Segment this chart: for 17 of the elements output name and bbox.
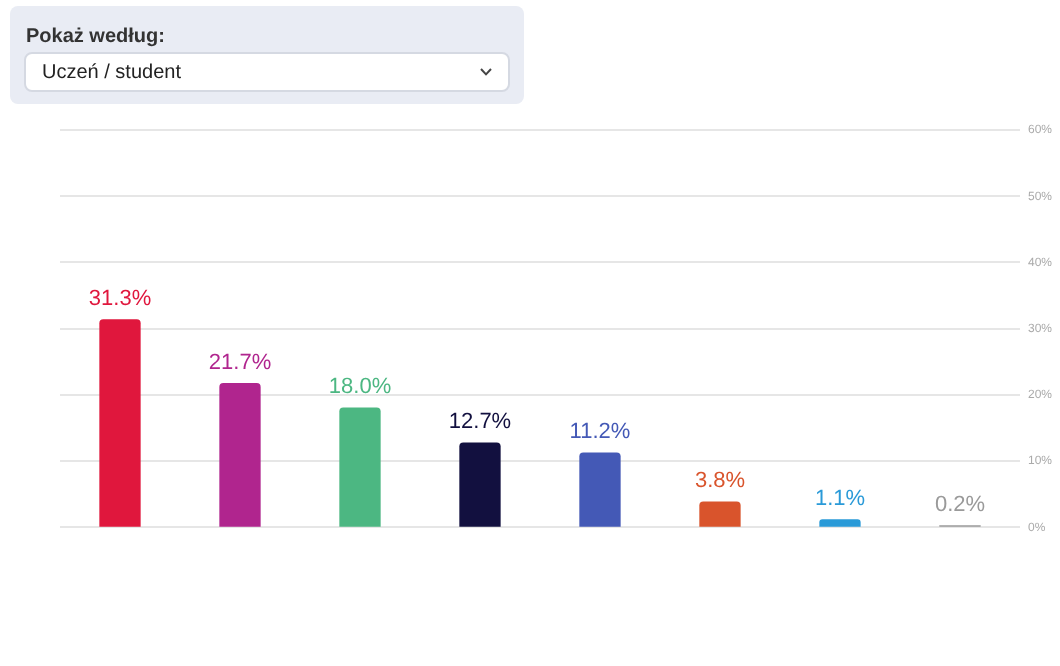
data-label: 18.0%: [328, 375, 392, 400]
text: Pokaż według:: [26, 26, 165, 48]
data-label: 1.1%: [814, 486, 866, 511]
data-label: 12.7%: [448, 410, 512, 435]
bar: [579, 452, 621, 527]
bar: [699, 501, 741, 527]
bar: [99, 319, 141, 527]
bar: [819, 519, 861, 527]
bar: [219, 382, 261, 527]
data-label: 0.2%: [934, 492, 986, 517]
data-label: 11.2%: [569, 420, 631, 445]
data-label: 3.8%: [694, 469, 746, 494]
data-label: 21.7%: [208, 350, 272, 375]
bar: [459, 442, 501, 527]
text: Uczeń / student: [42, 62, 181, 84]
data-label: 31.3%: [88, 287, 152, 312]
bar: [339, 407, 381, 527]
